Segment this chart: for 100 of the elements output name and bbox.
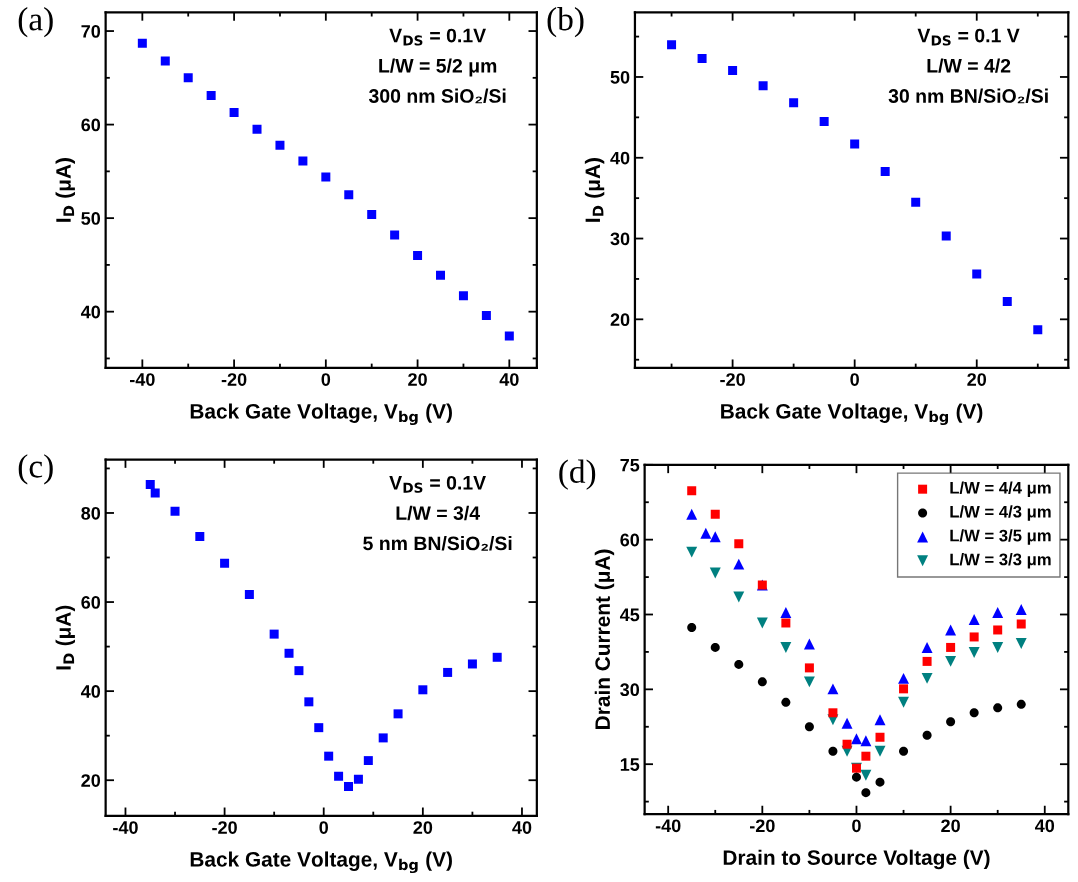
point	[861, 751, 871, 761]
y-tick-label: 40	[80, 685, 101, 698]
x-tick-label: 40	[512, 821, 532, 834]
point	[229, 107, 239, 117]
legend-label: L/W = 4/4 μm	[950, 481, 1051, 497]
y-tick-label: 30	[610, 232, 630, 246]
point	[733, 558, 745, 570]
point	[780, 607, 792, 618]
point	[686, 546, 698, 558]
y-axis-title: I$_{D}$ (μA)	[55, 605, 75, 670]
point	[367, 209, 377, 219]
annotation: 30 nm BN/SiO₂/Si	[888, 88, 1048, 104]
x-axis-title: Drain to Source Voltage (V)	[723, 849, 990, 870]
point	[946, 642, 956, 652]
point	[969, 632, 979, 642]
point	[734, 659, 744, 669]
point	[861, 788, 871, 798]
x-tick-label: 20	[408, 373, 427, 386]
point	[378, 733, 388, 743]
y-tick-label: 30	[620, 683, 640, 697]
point	[898, 696, 910, 708]
point	[504, 331, 514, 341]
point	[969, 708, 979, 718]
point	[828, 746, 838, 756]
x-axis-title: Back Gate Voltage, V$_{bg}$ (V)	[190, 851, 452, 874]
point	[899, 746, 909, 756]
point	[183, 73, 193, 83]
point	[436, 270, 446, 280]
y-tick-label: 45	[619, 608, 640, 622]
point	[874, 714, 886, 726]
point	[804, 663, 814, 673]
point	[710, 509, 720, 519]
x-axis-title: Back Gate Voltage, V$_{bg}$ (V)	[721, 403, 983, 426]
y-axis-title: Drain Current (μA)	[594, 549, 615, 729]
annotation: 5 nm BN/SiO₂/Si	[363, 535, 512, 551]
annotation: 300 nm SiO₂/Si	[368, 88, 506, 104]
y-tick-label: 40	[610, 151, 630, 165]
x-tick-label: 20	[941, 819, 960, 833]
point	[298, 156, 308, 166]
point	[968, 614, 980, 625]
point	[220, 558, 230, 568]
x-tick-label: -20	[720, 373, 745, 386]
point	[145, 479, 155, 489]
point	[1015, 604, 1027, 615]
annotation: L/W = 3/4	[396, 505, 480, 521]
point	[324, 751, 334, 761]
point	[780, 641, 792, 653]
point	[390, 230, 400, 240]
y-tick-label: 20	[81, 774, 101, 787]
x-tick-label: 0	[321, 373, 331, 386]
point	[269, 629, 279, 639]
x-tick-label: -40	[655, 819, 681, 833]
legend-label: L/W = 3/3 μm	[950, 553, 1051, 569]
point	[687, 486, 697, 496]
point	[803, 676, 815, 688]
point	[195, 532, 205, 542]
point	[875, 732, 885, 742]
point	[150, 488, 160, 498]
point	[294, 666, 304, 676]
y-tick-label: 15	[620, 758, 640, 771]
point	[321, 172, 331, 182]
point	[945, 624, 957, 636]
point	[781, 618, 791, 628]
x-tick-label: -20	[221, 373, 247, 386]
point	[686, 508, 698, 520]
x-axis-title: Back Gate Voltage, V$_{bg}$ (V)	[190, 403, 452, 426]
point	[137, 38, 147, 48]
annotation: V$_{DS}$ = 0.1V	[389, 475, 486, 493]
point	[160, 56, 170, 66]
y-tick-label: 50	[81, 212, 101, 225]
point	[344, 190, 354, 200]
point	[393, 709, 403, 719]
point	[709, 531, 721, 543]
point	[842, 739, 852, 749]
point	[728, 66, 738, 76]
y-tick-label: 40	[80, 305, 101, 319]
point	[827, 683, 839, 695]
point	[898, 672, 910, 684]
point	[803, 638, 815, 650]
x-tick-label: 40	[499, 373, 519, 386]
x-tick-label: 20	[413, 821, 433, 834]
text: (b)	[547, 7, 584, 38]
point	[687, 622, 697, 632]
x-tick-label: 0	[319, 821, 328, 834]
point	[911, 197, 921, 207]
point	[244, 589, 254, 599]
point	[941, 231, 951, 241]
point	[841, 717, 853, 729]
y-tick-label: 80	[81, 506, 101, 520]
point	[922, 730, 932, 740]
point	[851, 733, 862, 745]
y-tick-label: 70	[81, 24, 101, 38]
point	[850, 139, 860, 149]
y-axis-title: I$_{D}$ (μA)	[55, 158, 75, 222]
point	[709, 567, 721, 579]
point	[874, 745, 886, 757]
point	[344, 781, 353, 791]
point	[860, 735, 872, 747]
point	[968, 646, 980, 658]
point	[921, 641, 933, 653]
